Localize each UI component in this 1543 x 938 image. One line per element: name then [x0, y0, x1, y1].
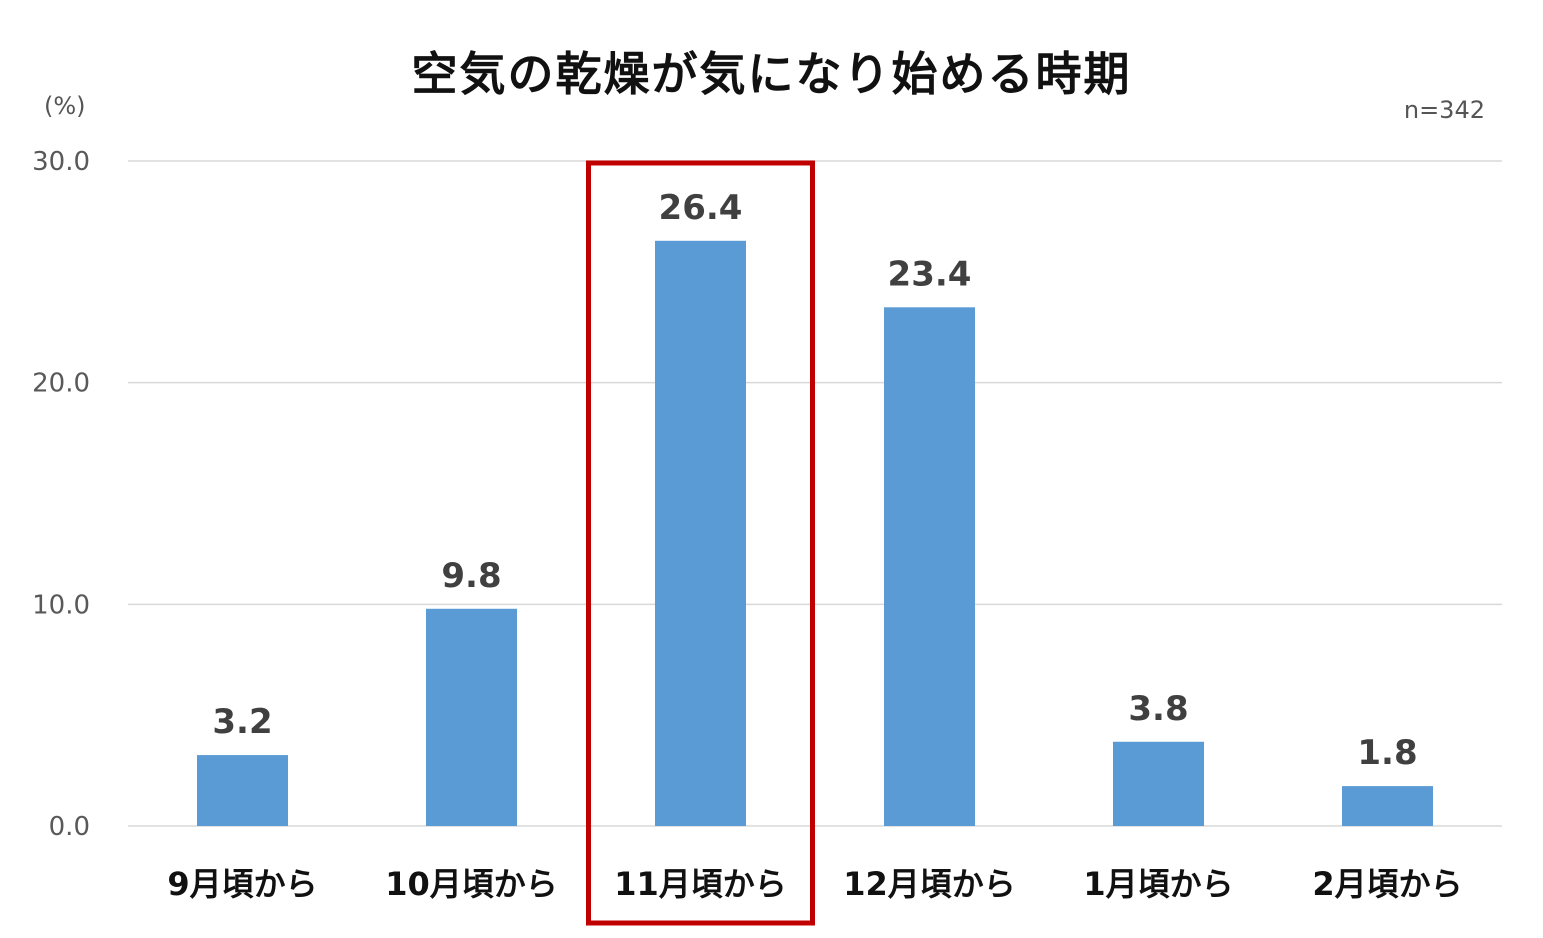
highlight-layer	[586, 160, 815, 926]
bar	[197, 755, 288, 826]
data-label: 26.4	[659, 188, 743, 228]
x-tick-label: 9月頃から	[167, 865, 317, 903]
y-tick-label: 20.0	[32, 369, 90, 399]
y-tick-label: 0.0	[49, 812, 90, 842]
bar	[1113, 741, 1204, 826]
x-tick-label: 12月頃から	[843, 865, 1016, 903]
y-tick-label: 30.0	[32, 147, 90, 177]
highlight-box	[586, 160, 815, 926]
bar	[1342, 786, 1433, 826]
x-tick-label: 10月頃から	[385, 865, 558, 903]
bar	[426, 608, 517, 826]
bar	[655, 240, 746, 827]
y-axis-unit-label: (%)	[44, 92, 86, 120]
bar	[884, 307, 975, 826]
bars-layer	[197, 240, 1433, 827]
x-tick-label: 11月頃から	[614, 865, 787, 903]
y-tick-label: 10.0	[32, 590, 90, 620]
chart-title: 空気の乾燥が気になり始める時期	[411, 47, 1132, 101]
data-label: 9.8	[441, 556, 501, 596]
data-label: 3.8	[1128, 689, 1188, 729]
data-label: 23.4	[888, 254, 972, 294]
data-label: 3.2	[212, 702, 272, 742]
x-tick-label: 2月頃から	[1312, 865, 1462, 903]
sample-size-label: n=342	[1403, 96, 1485, 124]
data-label: 1.8	[1357, 733, 1417, 773]
x-tick-label: 1月頃から	[1083, 865, 1233, 903]
labels-layer: 0.0 10.0 20.0 30.0 3.2 9月頃から 9.8 10月頃から 26.4 11月頃…	[32, 147, 1463, 903]
